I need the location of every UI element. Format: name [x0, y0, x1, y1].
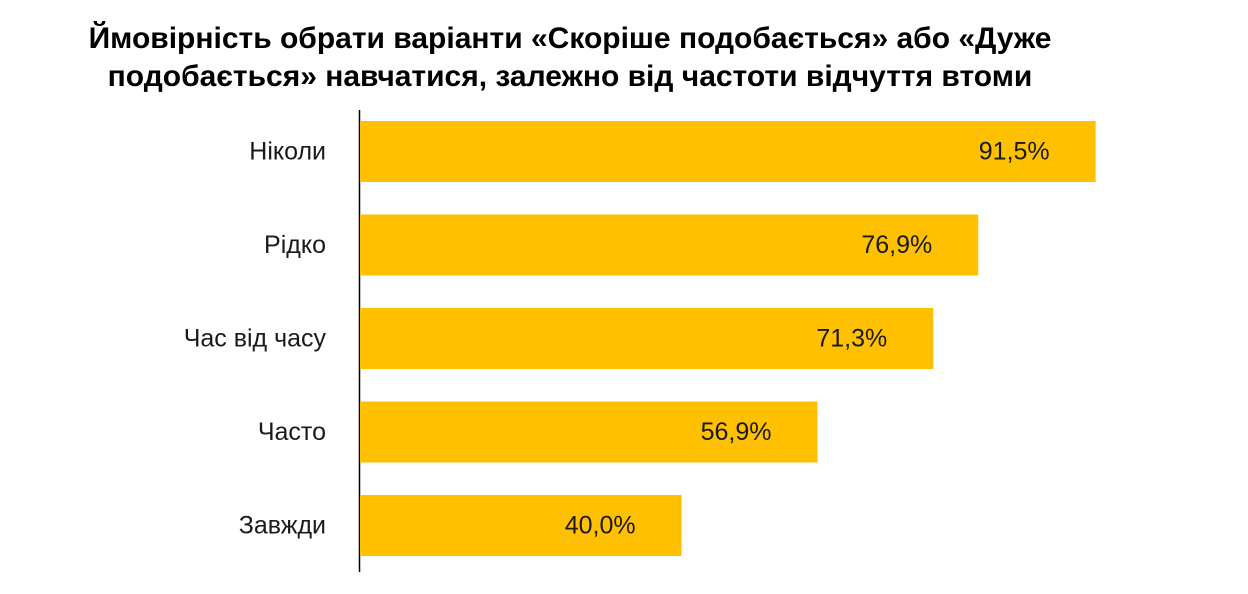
value-label-4: 40,0%: [565, 512, 636, 540]
value-label-1: 76,9%: [861, 231, 932, 259]
bar-4: [360, 495, 682, 556]
category-label-1: Рідко: [264, 231, 326, 259]
category-label-4: Завжди: [239, 512, 326, 540]
value-label-3: 56,9%: [701, 418, 772, 446]
category-label-3: Часто: [258, 418, 326, 446]
bar-2: [360, 308, 934, 369]
bar-1: [360, 214, 979, 276]
bar-0: [360, 121, 1096, 182]
value-label-0: 91,5%: [979, 138, 1050, 166]
chart-title-line-2: подобається» навчатися, залежно від част…: [107, 60, 1033, 93]
chart-title-line-1: Ймовірність обрати варіанти «Скоріше под…: [88, 22, 1052, 55]
bar-3: [360, 401, 818, 463]
category-label-2: Час від часу: [184, 325, 327, 353]
chart-title: Ймовірність обрати варіанти «Скоріше под…: [0, 20, 1140, 96]
value-label-2: 71,3%: [816, 325, 887, 353]
category-label-0: Ніколи: [249, 138, 326, 166]
